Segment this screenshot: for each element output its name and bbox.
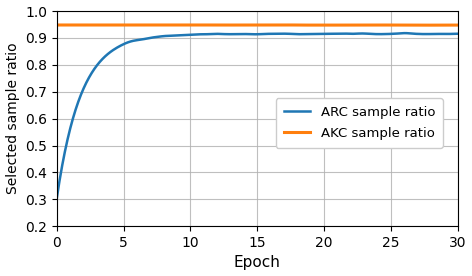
AKC sample ratio [455,23,461,27]
AKC sample ratio [293,23,298,27]
ARC sample ratio [293,33,298,36]
ARC sample ratio [392,32,397,35]
AKC sample ratio [301,23,306,27]
AKC sample ratio [55,23,61,27]
X-axis label: Epoch: Epoch [234,256,281,270]
AKC sample ratio [54,23,59,27]
ARC sample ratio [455,32,461,35]
Y-axis label: Selected sample ratio: Selected sample ratio [6,43,19,194]
ARC sample ratio [291,32,297,36]
ARC sample ratio [403,31,408,35]
Line: ARC sample ratio: ARC sample ratio [57,33,458,198]
AKC sample ratio [427,23,432,27]
ARC sample ratio [299,33,305,36]
AKC sample ratio [294,23,300,27]
AKC sample ratio [419,23,424,27]
ARC sample ratio [55,187,61,191]
AKC sample ratio [393,23,399,27]
ARC sample ratio [419,32,424,36]
ARC sample ratio [54,196,59,200]
Legend: ARC sample ratio, AKC sample ratio: ARC sample ratio, AKC sample ratio [276,98,443,148]
AKC sample ratio [282,23,287,26]
